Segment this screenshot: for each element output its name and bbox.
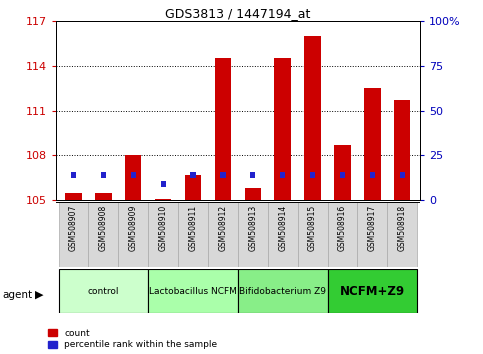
Bar xyxy=(274,58,291,200)
Text: GSM508915: GSM508915 xyxy=(308,205,317,251)
Bar xyxy=(250,172,256,178)
Text: GSM508911: GSM508911 xyxy=(188,205,198,251)
Bar xyxy=(125,155,142,200)
Text: GSM508910: GSM508910 xyxy=(158,205,168,251)
Text: GSM508918: GSM508918 xyxy=(398,205,407,251)
Bar xyxy=(364,88,381,200)
Text: GSM508912: GSM508912 xyxy=(218,205,227,251)
Text: GSM508917: GSM508917 xyxy=(368,205,377,251)
Bar xyxy=(268,202,298,267)
Bar xyxy=(327,269,417,313)
Text: agent: agent xyxy=(2,290,32,299)
Bar xyxy=(190,172,196,178)
Text: control: control xyxy=(87,287,119,296)
Text: NCFM+Z9: NCFM+Z9 xyxy=(340,285,405,298)
Bar xyxy=(58,269,148,313)
Bar xyxy=(244,188,261,200)
Bar xyxy=(280,172,285,178)
Text: GSM508907: GSM508907 xyxy=(69,205,78,251)
Text: GSM508909: GSM508909 xyxy=(129,205,138,251)
Bar xyxy=(71,172,76,178)
Title: GDS3813 / 1447194_at: GDS3813 / 1447194_at xyxy=(165,7,311,20)
Text: ▶: ▶ xyxy=(35,290,43,299)
Text: GSM508916: GSM508916 xyxy=(338,205,347,251)
Legend: count, percentile rank within the sample: count, percentile rank within the sample xyxy=(48,329,217,349)
Text: GSM508908: GSM508908 xyxy=(99,205,108,251)
Bar xyxy=(101,172,106,178)
Bar xyxy=(148,269,238,313)
Bar xyxy=(148,202,178,267)
Bar xyxy=(95,193,112,200)
Bar xyxy=(118,202,148,267)
Bar xyxy=(160,181,166,187)
Bar xyxy=(238,269,327,313)
Bar xyxy=(310,172,315,178)
Bar xyxy=(65,193,82,200)
Bar xyxy=(238,202,268,267)
Bar xyxy=(298,202,327,267)
Bar xyxy=(220,172,226,178)
Bar xyxy=(88,202,118,267)
Bar xyxy=(185,175,201,200)
Bar xyxy=(208,202,238,267)
Bar xyxy=(357,202,387,267)
Text: GSM508913: GSM508913 xyxy=(248,205,257,251)
Bar xyxy=(334,145,351,200)
Bar xyxy=(340,172,345,178)
Bar xyxy=(327,202,357,267)
Bar xyxy=(387,202,417,267)
Bar xyxy=(394,100,411,200)
Bar xyxy=(130,172,136,178)
Bar xyxy=(155,199,171,200)
Text: Bifidobacterium Z9: Bifidobacterium Z9 xyxy=(239,287,326,296)
Bar xyxy=(58,202,88,267)
Bar xyxy=(304,36,321,200)
Bar xyxy=(178,202,208,267)
Bar xyxy=(399,172,405,178)
Bar xyxy=(215,58,231,200)
Text: Lactobacillus NCFM: Lactobacillus NCFM xyxy=(149,287,237,296)
Bar xyxy=(370,172,375,178)
Text: GSM508914: GSM508914 xyxy=(278,205,287,251)
